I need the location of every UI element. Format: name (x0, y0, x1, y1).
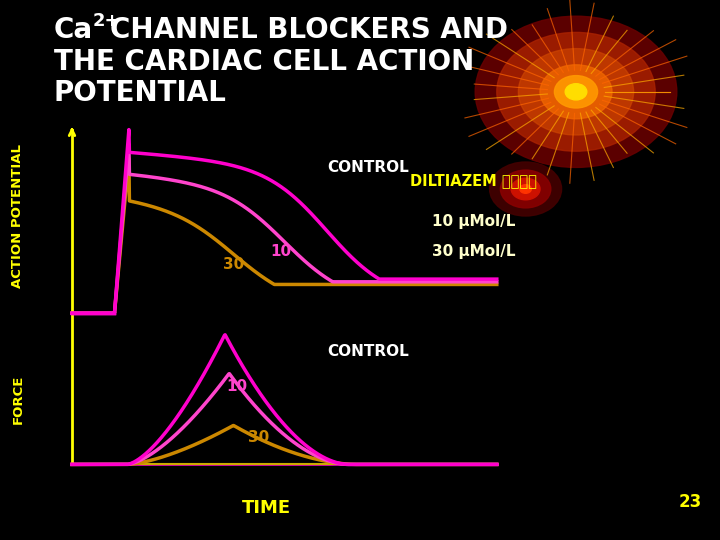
Text: FORCE: FORCE (12, 375, 24, 424)
Text: TIME: TIME (242, 498, 291, 517)
Circle shape (500, 170, 551, 208)
Text: Ca: Ca (54, 16, 93, 44)
Text: THE CARDIAC CELL ACTION: THE CARDIAC CELL ACTION (54, 48, 474, 76)
Text: CHANNEL BLOCKERS AND: CHANNEL BLOCKERS AND (110, 16, 508, 44)
Text: ACTION POTENTIAL: ACTION POTENTIAL (12, 144, 24, 288)
Text: POTENTIAL: POTENTIAL (54, 79, 227, 107)
Circle shape (565, 84, 587, 100)
Circle shape (497, 32, 655, 151)
Circle shape (554, 76, 598, 108)
Text: 30 μMol/L: 30 μMol/L (432, 244, 516, 259)
Circle shape (511, 178, 540, 200)
Text: 30: 30 (223, 257, 245, 272)
Text: 10: 10 (227, 379, 248, 394)
Circle shape (475, 16, 677, 167)
Text: 2+: 2+ (92, 12, 120, 30)
Text: 10 μMol/L: 10 μMol/L (432, 214, 516, 229)
Circle shape (540, 65, 612, 119)
Text: DILTIAZEM 地尔硬卓: DILTIAZEM 地尔硬卓 (410, 173, 537, 188)
Text: 10: 10 (270, 244, 291, 259)
Text: CONTROL: CONTROL (328, 160, 410, 175)
Text: 23: 23 (679, 493, 702, 511)
Circle shape (520, 185, 531, 193)
Circle shape (518, 49, 634, 135)
Text: CONTROL: CONTROL (328, 343, 410, 359)
Text: 30: 30 (248, 430, 270, 445)
Circle shape (490, 162, 562, 216)
